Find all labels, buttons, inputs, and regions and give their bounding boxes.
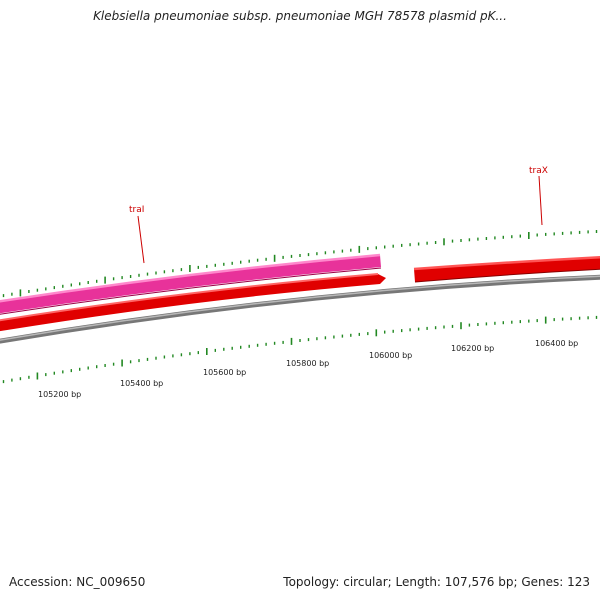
gene-trai-leader <box>137 215 145 264</box>
gene-reverse-arrow[interactable] <box>0 274 386 332</box>
gene-trai-label: traI <box>129 205 144 215</box>
topology-summary: Topology: circular; Length: 107,576 bp; … <box>283 575 590 589</box>
outer-tick-ring <box>2 230 598 298</box>
position-label: 106200 bp <box>451 344 494 353</box>
gene-trai-highlight <box>0 253 381 303</box>
position-label: 105800 bp <box>286 359 329 368</box>
position-label: 106400 bp <box>535 339 578 348</box>
gene-trai-arc[interactable] <box>0 255 381 314</box>
position-label: 105200 bp <box>38 390 81 399</box>
position-label: 105600 bp <box>203 368 246 377</box>
gene-reverse-highlight <box>0 273 379 322</box>
map-title: Klebsiella pneumoniae subsp. pneumoniae … <box>93 9 507 23</box>
position-label: 106000 bp <box>369 351 412 360</box>
accession-text: Accession: NC_009650 <box>9 575 146 589</box>
backbone-track <box>0 274 600 344</box>
gene-trax-highlight <box>413 256 600 271</box>
gene-trax-label: traX <box>529 166 548 176</box>
position-label: 105400 bp <box>120 379 163 388</box>
gene-trax-leader <box>538 175 543 226</box>
gene-trax-underline <box>414 268 600 283</box>
gene-trai-underline <box>0 267 382 315</box>
inner-tick-ring <box>2 315 598 384</box>
gene-trax-arc[interactable] <box>414 257 600 282</box>
backbone-highlight <box>0 275 600 341</box>
